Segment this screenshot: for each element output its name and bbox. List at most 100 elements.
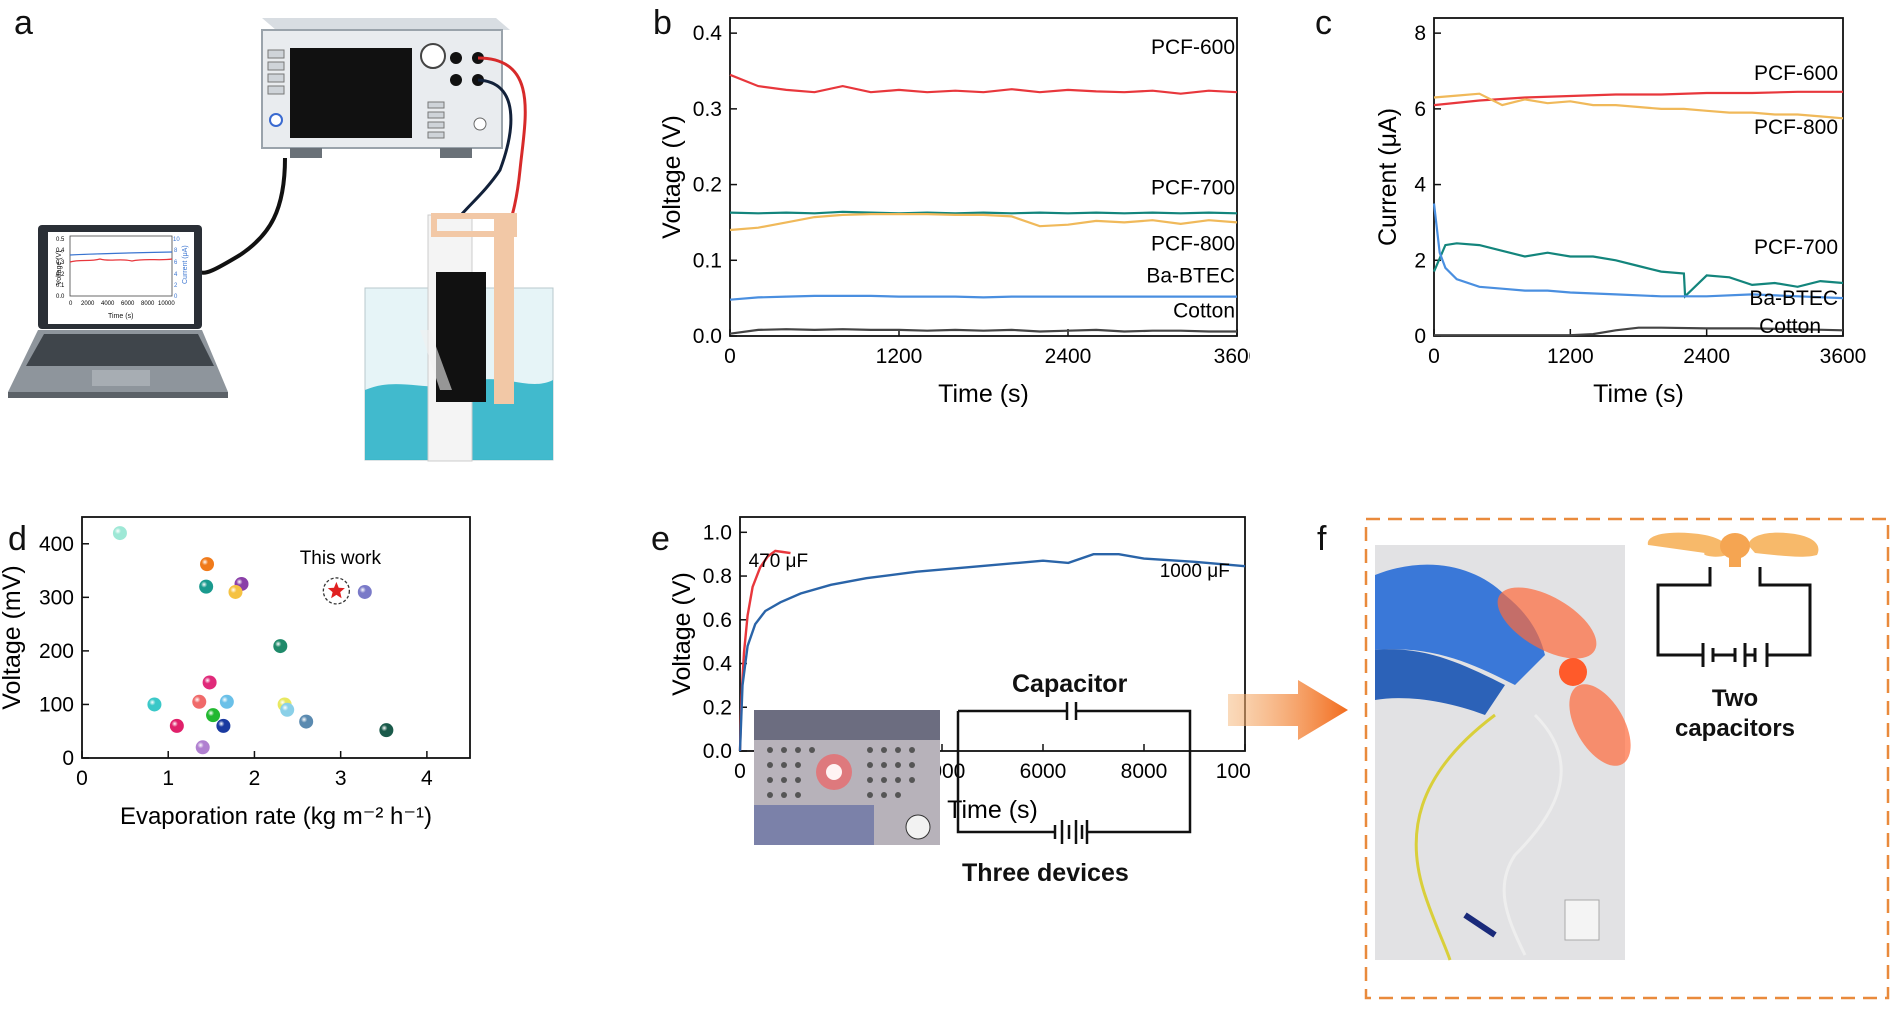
- x-tick-label: 8000: [1121, 760, 1168, 783]
- scatter-point: [112, 526, 127, 541]
- y-tick-label: 2: [1414, 249, 1426, 272]
- laptop-left-tick: 0.2: [56, 272, 65, 278]
- x-axis-label: Time (s): [938, 380, 1029, 408]
- scatter-point: [192, 694, 207, 709]
- scatter-point: [199, 579, 214, 594]
- y-tick-label: 8: [1414, 22, 1426, 45]
- scatter-point: [202, 675, 217, 690]
- scatter-point: [379, 723, 394, 738]
- right-arrow-icon: [1228, 680, 1348, 740]
- y-tick-label: 0.4: [693, 22, 723, 45]
- laptop-x-tick: 0: [69, 301, 73, 307]
- series-label: PCF-700: [1151, 177, 1235, 200]
- plot-frame: [1433, 17, 1844, 337]
- x-tick-label: 4: [421, 767, 433, 790]
- y-tick-label: 4: [1414, 174, 1426, 197]
- x-tick-label: 10000: [1216, 760, 1250, 783]
- series-label: PCF-700: [1754, 236, 1838, 259]
- laptop-x-tick: 10000: [158, 301, 175, 307]
- laptop-x-tick: 6000: [121, 301, 135, 307]
- capacitor-circuit-diagram: [956, 702, 1192, 844]
- series-line: [738, 553, 1246, 752]
- y-tick-label: 0.8: [703, 565, 732, 588]
- laptop-x-tick: 4000: [101, 301, 115, 307]
- laptop-illustration: [8, 225, 228, 398]
- laptop-left-tick: 0.0: [56, 294, 65, 300]
- y-tick-label: 100: [39, 693, 74, 716]
- series-label: 1000 μF: [1160, 561, 1230, 582]
- plot-frame: [739, 516, 1246, 752]
- panel-letter-a: a: [14, 4, 33, 42]
- panel-letter-b: b: [653, 4, 672, 42]
- panel-letter-f: f: [1317, 520, 1327, 558]
- scatter-point: [169, 718, 184, 733]
- x-axis-label: Evaporation rate (kg m⁻² h⁻¹): [120, 803, 432, 830]
- laptop-mini-plot: Voltage (V) Current (μA) Time (s) 0 2000…: [56, 235, 189, 320]
- y-tick-label: 0.2: [693, 174, 722, 197]
- scatter-point: [228, 584, 243, 599]
- series-label: PCF-600: [1754, 62, 1838, 85]
- y-tick-label: 300: [39, 586, 74, 609]
- two-capacitors-label-2: capacitors: [1675, 715, 1795, 742]
- laptop-left-tick: 0.3: [56, 260, 65, 266]
- x-tick-label: 2400: [1045, 345, 1092, 368]
- x-tick-label: 0: [1428, 345, 1440, 368]
- fan-photo: [1375, 545, 1631, 961]
- series-line: [1432, 203, 1844, 300]
- series-line: [729, 210, 1238, 215]
- laptop-right-tick: 0: [174, 294, 178, 300]
- panel-letter-d: d: [8, 520, 27, 558]
- series-label: PCF-600: [1151, 36, 1235, 59]
- panel-f-fan-demo: Two capacitors: [1364, 517, 1890, 1000]
- series-line: [1434, 326, 1844, 337]
- this-work-star: [327, 581, 345, 599]
- laptop-left-axis-label: Voltage (V): [56, 250, 63, 285]
- y-axis-label: Voltage (V): [668, 572, 696, 696]
- scatter-point: [280, 702, 295, 717]
- y-tick-label: 6: [1414, 98, 1426, 121]
- panel-a-setup-illustration: Voltage (V) Current (μA) Time (s) 0 2000…: [8, 18, 554, 462]
- three-devices-label: Three devices: [962, 859, 1129, 887]
- series-line: [729, 73, 1238, 95]
- x-tick-label: 0: [76, 767, 88, 790]
- series-label: PCF-800: [1151, 232, 1235, 255]
- two-capacitors-label-1: Two: [1712, 685, 1758, 712]
- this-work-circle: [322, 577, 351, 605]
- evaporation-device-illustration: [364, 213, 554, 462]
- scatter-point: [219, 694, 234, 709]
- panel-e-inset: Capacitor Three devices: [754, 670, 1192, 887]
- laptop-x-axis-label: Time (s): [108, 313, 133, 320]
- x-tick-label: 0: [724, 345, 736, 368]
- series-label: 470 μF: [749, 551, 809, 572]
- x-tick-label: 3: [335, 767, 347, 790]
- laptop-right-tick: 10: [173, 237, 180, 243]
- laptop-left-ticks: 0.0 0.1 0.2 0.3 0.4 0.5: [56, 237, 65, 300]
- laptop-left-tick: 0.1: [56, 283, 65, 289]
- x-tick-label: 6000: [1020, 760, 1067, 783]
- x-tick-label: 2400: [1683, 345, 1730, 368]
- x-tick-label: 1200: [876, 345, 923, 368]
- laptop-x-tick: 8000: [141, 301, 155, 307]
- y-tick-label: 0.6: [703, 609, 732, 632]
- scatter-point: [206, 708, 221, 723]
- y-tick-label: 0: [62, 747, 74, 770]
- x-tick-label: 3600: [1214, 345, 1250, 368]
- y-axis-label: Current (μA): [1374, 108, 1402, 246]
- x-tick-label: 3600: [1820, 345, 1867, 368]
- scatter-point: [299, 714, 314, 729]
- series-line: [729, 213, 1238, 232]
- chart-c-current-vs-time: 0 1200 2400 3600 0 2 4 6 8 Time (s) Current (μA) PC…: [1374, 17, 1867, 408]
- chart-e-capacitor-charging: 02000400060008000100000.00.20.40.60.81.0…: [668, 516, 1250, 824]
- y-tick-label: 0: [1414, 325, 1426, 348]
- scatter-point: [195, 740, 210, 755]
- y-tick-label: 0.3: [693, 98, 722, 121]
- scatter-point: [147, 697, 162, 712]
- laptop-left-tick: 0.4: [56, 248, 65, 254]
- series-label: PCF-800: [1754, 116, 1838, 139]
- capacitor-label: Capacitor: [1012, 670, 1128, 698]
- panel-letter-e: e: [651, 520, 670, 558]
- laptop-right-tick: 8: [174, 248, 178, 254]
- series-line: [1433, 92, 1844, 120]
- chart-b-voltage-vs-time: 0 1200 2400 3600 0.0 0.1 0.2 0.3 0.4 Time (s) Volt…: [658, 17, 1250, 408]
- y-tick-label: 1.0: [703, 521, 732, 544]
